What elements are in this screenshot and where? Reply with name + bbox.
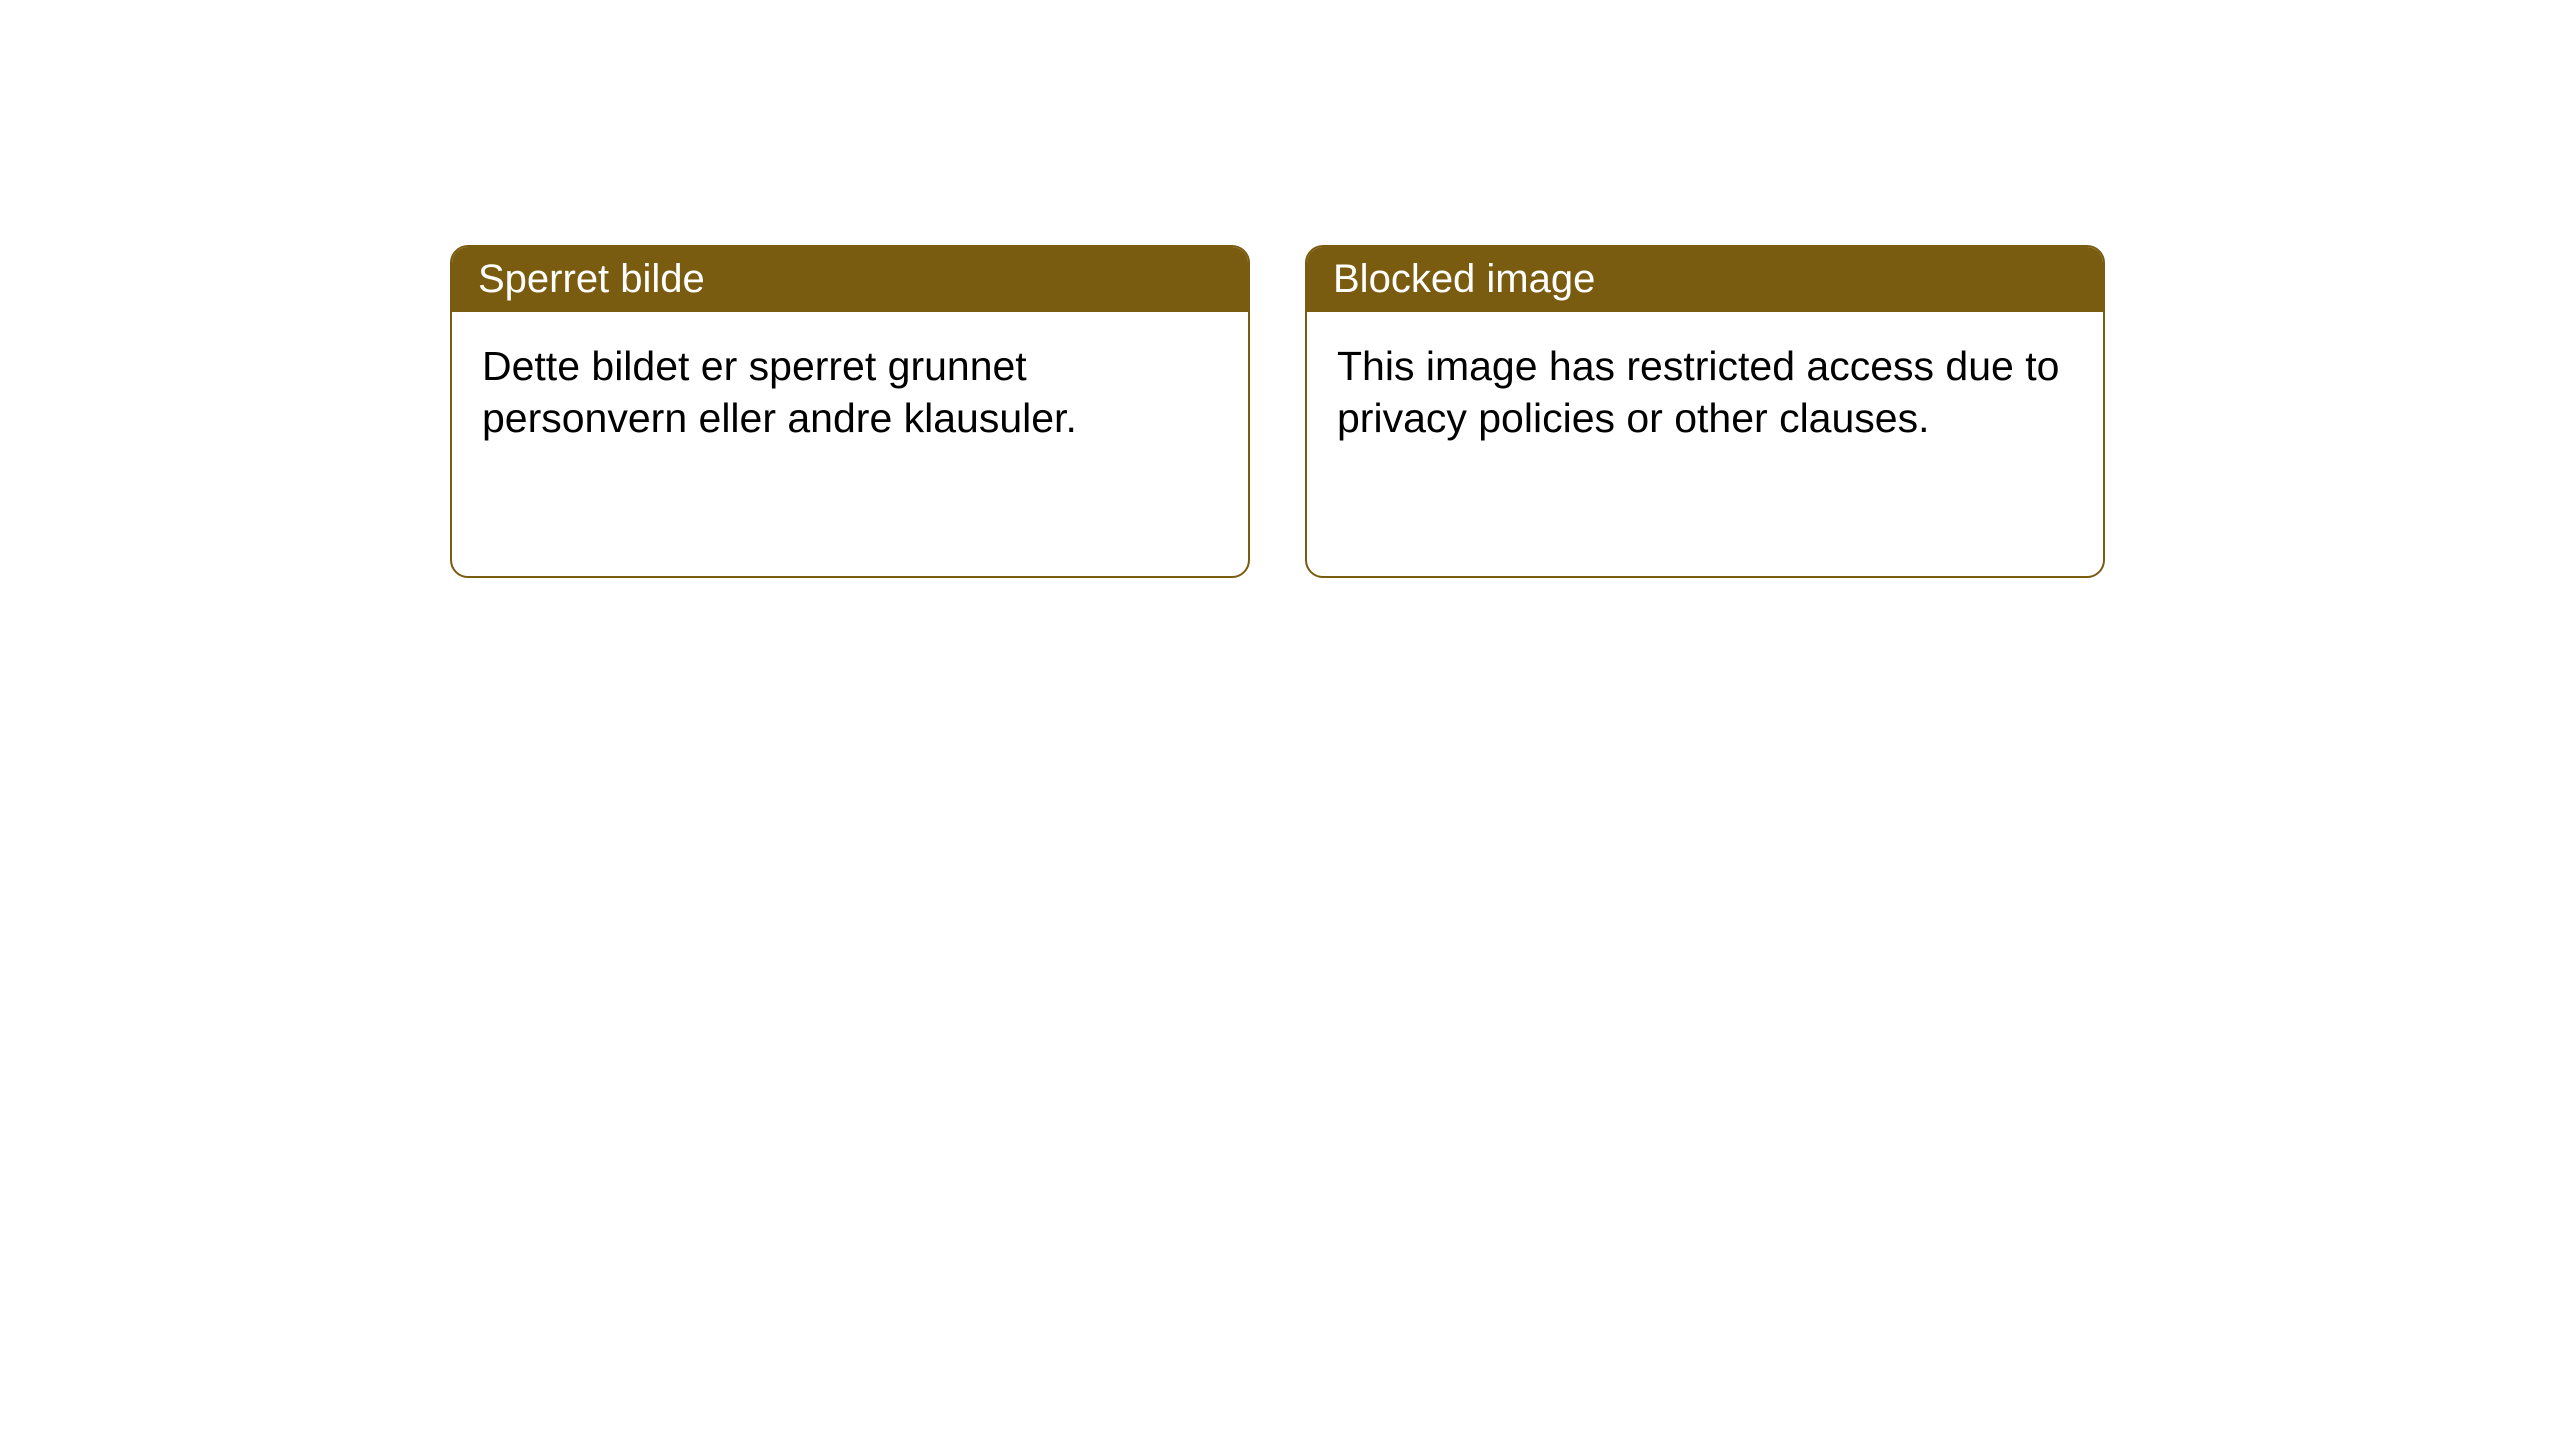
notice-card-norwegian: Sperret bilde Dette bildet er sperret gr… — [450, 245, 1250, 578]
notice-body: This image has restricted access due to … — [1307, 312, 2103, 473]
notice-title: Sperret bilde — [452, 247, 1248, 312]
notice-card-english: Blocked image This image has restricted … — [1305, 245, 2105, 578]
notice-container: Sperret bilde Dette bildet er sperret gr… — [0, 0, 2560, 578]
notice-title: Blocked image — [1307, 247, 2103, 312]
notice-body: Dette bildet er sperret grunnet personve… — [452, 312, 1248, 473]
